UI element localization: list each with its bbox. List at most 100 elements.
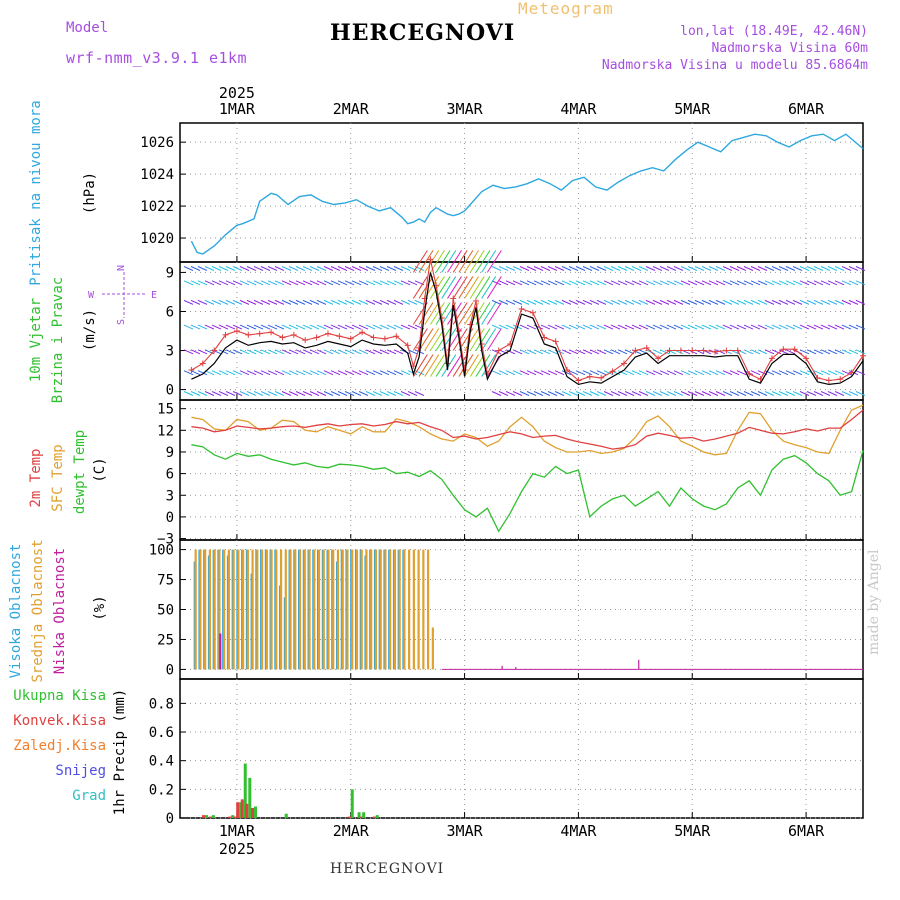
wind-arrow [603,391,614,396]
wind-arrow [855,266,866,271]
wind-arrow [260,349,271,355]
wind-arrow [841,280,852,286]
wind-arrow [190,391,201,396]
storm-arrow [424,328,440,351]
wind-gust-marker [347,335,354,342]
wind-gust-marker [324,330,331,337]
y-tick-label: 6 [166,304,174,320]
wind-arrow [799,299,810,305]
wind-arrow [218,391,229,396]
y-tick-label: 0 [166,510,174,526]
temp-dewpt-label: dewpt Temp [72,430,88,514]
wind-arrow [820,299,831,305]
wind-arrow [680,299,691,305]
wind-arrow [239,280,250,286]
wind-arrow [400,266,411,271]
wind-arrow [372,266,383,271]
wind-arrow [323,324,334,330]
wind-arrow [218,266,229,271]
wind-arrow [232,266,243,271]
wind-arrow [407,391,418,396]
wind-arrow [834,266,845,271]
wind-arrow [792,370,803,376]
wind-gust-marker [780,346,787,353]
wind-arrow [393,280,404,286]
precip-total-bar [253,806,257,818]
wind-gust-marker [495,347,502,354]
wind-arrow [211,266,222,271]
wind-arrow [274,266,285,271]
wind-arrow [491,370,502,376]
wind-arrow [400,299,411,305]
y-tick-label: 9 [166,265,174,281]
wind-arrow [673,299,684,305]
bottom-day-label: 4MAR [560,822,597,840]
wind-arrow [197,349,208,355]
wind-arrow [666,370,677,376]
wind-arrow [813,391,824,396]
top-day-label: 6MAR [788,100,825,118]
wind-arrow [659,266,670,271]
wind-unit-label: (m/s) [82,309,98,351]
wind-arrow [799,324,810,330]
wind-arrow [246,266,257,271]
wind-arrow [561,266,572,271]
cloud-bar-mid [431,627,434,670]
wind-arrow [729,299,740,305]
wind-arrow [645,391,656,396]
y-tick-label: 0.2 [149,782,174,798]
precip-conv-bar [202,815,206,818]
wind-arrow [708,324,719,330]
wind-arrow [246,299,257,305]
wind-arrow [582,391,593,396]
wind-arrow [610,299,621,305]
cloud-bar-mid [199,549,202,670]
wind-gust-marker [643,344,650,351]
y-tick-label: 0 [166,662,174,678]
wind-arrow [554,266,565,271]
wind-gust-marker [279,334,286,341]
wind-arrow [253,280,264,286]
wind-arrow [498,324,509,330]
wind-arrow [785,266,796,271]
cloud-bar-mid [218,549,221,670]
cloud-bar-mid [289,549,292,670]
wind-arrow [337,324,348,330]
storm-arrow [486,276,502,299]
wind-arrow [638,280,649,286]
wind-gust-marker [677,347,684,354]
wind-arrow [190,324,201,330]
wind-arrow [750,299,761,305]
wind-arrow [232,391,243,396]
wind-arrow [498,280,509,286]
wind-arrow [701,280,712,286]
wind-arrow [764,266,775,271]
wind-arrow [680,391,691,396]
wind-arrow [491,299,502,305]
wind-gust-marker [655,355,662,362]
wind-arrow [813,349,824,355]
wind-arrow [253,391,264,396]
pressure-unit-label: (hPa) [82,172,98,214]
cloud-bar-mid [213,549,216,670]
cloud-unit-label: (%) [92,595,108,620]
wind-arrow [813,266,824,271]
wind-arrow [400,324,411,330]
wind-arrow [295,391,306,396]
precip-conv-bar [208,816,212,818]
cloud-bar-mid [265,549,268,670]
wind-arrow [232,299,243,305]
wind-arrow [512,299,523,305]
wind-arrow [750,370,761,376]
wind-gust-marker [370,334,377,341]
page-title: HERCEGNOVI [330,20,516,46]
wind-arrow [750,349,761,355]
wind-arrow [288,391,299,396]
storm-arrow [458,302,474,325]
wind-arrow [652,370,663,376]
wind-arrow [631,370,642,376]
precip-legend-item: Ukupna Kisa [13,688,106,704]
wind-arrow [750,280,761,286]
precip-total-bar [205,815,209,818]
wind-arrow [638,324,649,330]
